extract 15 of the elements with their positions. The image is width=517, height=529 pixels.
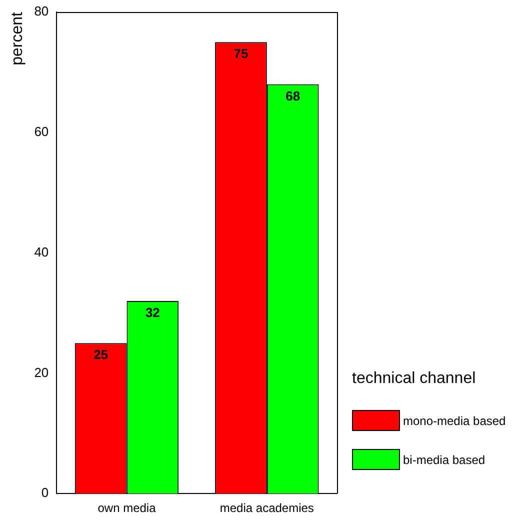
- y-tick-label: 60: [34, 124, 49, 139]
- y-tick-label: 40: [34, 244, 49, 260]
- legend-label: bi-media based: [403, 452, 486, 466]
- x-tick-label: media academies: [220, 501, 314, 516]
- data-label: 75: [234, 46, 248, 62]
- data-label: 25: [94, 347, 108, 362]
- y-tick-label: 0: [41, 485, 49, 500]
- data-label: 32: [145, 305, 160, 320]
- x-tick-label: own media: [98, 501, 156, 516]
- y-tick-label: 80: [34, 4, 49, 19]
- y-axis-title: percent: [9, 11, 26, 66]
- data-label: 68: [286, 88, 300, 104]
- legend-label: mono-media based: [403, 414, 506, 428]
- y-tick-label: 20: [34, 364, 49, 380]
- legend-title: technical channel: [352, 370, 477, 388]
